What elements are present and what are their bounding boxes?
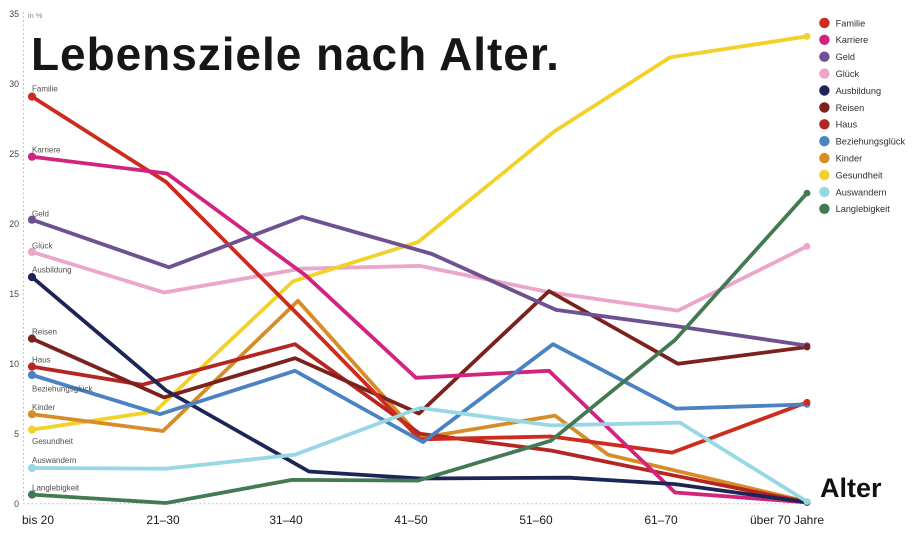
svg-text:Ausbildung: Ausbildung [32,266,72,275]
svg-text:61–70: 61–70 [644,513,678,527]
svg-text:Glück: Glück [32,241,53,250]
svg-text:10: 10 [9,359,19,369]
svg-text:31–40: 31–40 [269,513,303,527]
svg-text:Reisen: Reisen [32,327,57,336]
svg-text:41–50: 41–50 [394,513,428,527]
svg-text:Karriere: Karriere [32,146,61,155]
svg-text:über 70 Jahre: über 70 Jahre [750,513,824,527]
svg-text:Glück: Glück [836,69,860,79]
svg-text:5: 5 [14,429,19,439]
svg-text:Geld: Geld [32,210,49,219]
svg-text:Karriere: Karriere [836,35,869,45]
svg-text:bis 20: bis 20 [22,513,54,527]
svg-text:Langlebigkeit: Langlebigkeit [32,483,80,492]
svg-text:Kinder: Kinder [32,403,55,412]
svg-text:30: 30 [9,79,19,89]
svg-text:Haus: Haus [836,120,858,130]
svg-text:51–60: 51–60 [519,513,553,527]
svg-text:0: 0 [14,499,19,509]
svg-text:Kinder: Kinder [836,154,863,164]
svg-text:21–30: 21–30 [146,513,180,527]
svg-text:Reisen: Reisen [836,103,865,113]
svg-text:Ausbildung: Ausbildung [836,86,881,96]
svg-text:Familie: Familie [32,84,58,93]
svg-text:20: 20 [9,219,19,229]
svg-text:15: 15 [9,289,19,299]
svg-text:35: 35 [9,9,19,19]
svg-text:in %: in % [28,11,43,20]
svg-text:Langlebigkeit: Langlebigkeit [836,204,891,214]
svg-text:Auswandern: Auswandern [836,187,887,197]
svg-text:Alter: Alter [820,473,882,503]
svg-text:Lebensziele nach Alter.: Lebensziele nach Alter. [31,28,560,80]
svg-text:Beziehungsglück: Beziehungsglück [32,385,93,394]
svg-text:25: 25 [9,149,19,159]
svg-text:Haus: Haus [32,355,51,364]
svg-text:Auswandern: Auswandern [32,456,76,465]
svg-text:Familie: Familie [836,18,866,28]
svg-text:Gesundheit: Gesundheit [32,437,74,446]
svg-text:Beziehungsglück: Beziehungsglück [836,137,906,147]
svg-text:Gesundheit: Gesundheit [836,170,883,180]
svg-text:Geld: Geld [836,52,855,62]
